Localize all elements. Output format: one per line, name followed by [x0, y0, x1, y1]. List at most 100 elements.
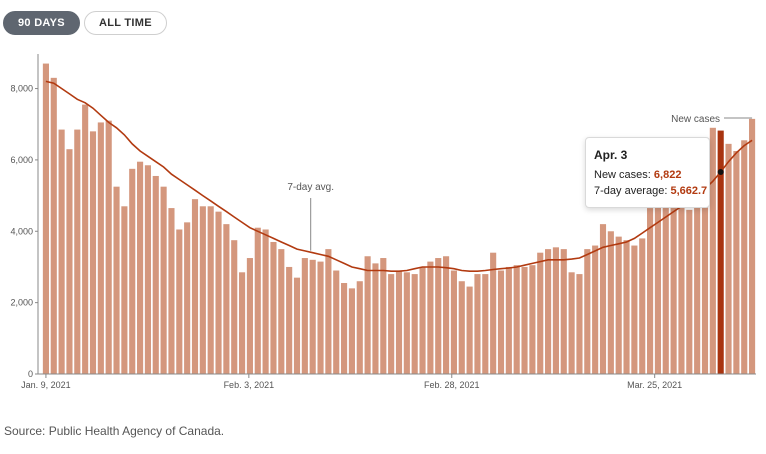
bar [286, 266, 293, 374]
bar [403, 272, 410, 374]
bar [654, 200, 661, 374]
x-tick-label: Jan. 9, 2021 [21, 380, 71, 390]
cases-chart: 0 2,000 4,000 6,000 8,000 Jan. 9, 2021 Feb. 3,… [10, 54, 756, 390]
bar [505, 266, 512, 374]
bar [191, 199, 199, 374]
bar [184, 222, 191, 374]
bar [599, 224, 607, 374]
bar [701, 199, 709, 374]
bar [333, 270, 340, 374]
tooltip-average: 7-day average: 5,662.7 [594, 185, 707, 197]
bar [631, 245, 638, 374]
bar [223, 224, 230, 374]
bar [709, 127, 716, 374]
highlighted-bar [717, 130, 724, 374]
bar [129, 168, 136, 374]
bar [160, 186, 167, 374]
bar [647, 208, 654, 374]
bar [411, 274, 418, 374]
bar [435, 258, 442, 374]
bar [270, 241, 277, 374]
bar [474, 274, 481, 374]
x-tick-label: Mar. 25, 2021 [627, 380, 682, 390]
bar [427, 261, 434, 374]
highlight-point [717, 168, 724, 175]
bar [215, 211, 222, 374]
bar [239, 272, 246, 374]
bar [152, 175, 159, 374]
bar [113, 186, 120, 374]
bar [584, 249, 591, 374]
bar [89, 131, 97, 374]
bar [66, 149, 73, 374]
bar [552, 247, 559, 374]
bar [443, 256, 450, 374]
source-note: Source: Public Health Agency of Canada. [4, 424, 225, 438]
bar [82, 104, 89, 375]
range-90-days-button[interactable]: 90 DAYS [3, 11, 80, 35]
bar [176, 229, 183, 374]
y-tick-label: 0 [28, 369, 33, 379]
bar [450, 270, 457, 374]
bar [293, 277, 301, 374]
bar [364, 256, 371, 374]
bar [348, 288, 355, 374]
bar [568, 272, 575, 374]
bar [560, 249, 567, 374]
bar [458, 281, 465, 374]
bar [733, 150, 740, 374]
chart-tooltip: Apr. 3 New cases: 6,822 7-day average: 5… [585, 137, 710, 208]
y-tick-label: 6,000 [10, 155, 33, 165]
bar [144, 165, 151, 374]
bar [199, 206, 206, 374]
bar [678, 202, 685, 374]
tooltip-new-cases-value: 6,822 [653, 169, 682, 181]
bar [615, 236, 622, 374]
bar [466, 286, 473, 374]
bar [231, 240, 238, 374]
tooltip-new-cases-label: New cases: [594, 169, 651, 181]
bar [372, 263, 379, 374]
bar [50, 77, 57, 374]
new-cases-series-label: New cases [671, 114, 720, 125]
bar [749, 118, 756, 374]
bar [592, 245, 599, 374]
bar [388, 274, 395, 374]
tooltip-date: Apr. 3 [594, 148, 628, 162]
bar [74, 129, 81, 374]
bar [395, 270, 403, 374]
y-tick-label: 2,000 [10, 298, 33, 308]
bar [537, 252, 544, 374]
bar [670, 204, 677, 374]
bar [576, 274, 583, 374]
range-all-time-button[interactable]: ALL TIME [83, 11, 167, 35]
bar [58, 129, 65, 374]
y-tick-label: 4,000 [10, 226, 33, 236]
bar [623, 240, 630, 374]
bar [497, 270, 505, 374]
bar [254, 227, 261, 374]
bar [301, 258, 308, 374]
range-toggle: 90 DAYS ALL TIME [3, 11, 167, 35]
tooltip-new-cases: New cases: 6,822 [594, 169, 701, 181]
y-tick-label: 8,000 [10, 84, 33, 94]
bar [121, 206, 128, 374]
x-tick-label: Feb. 3, 2021 [224, 380, 275, 390]
bar [168, 208, 175, 374]
bar [380, 258, 387, 374]
bar [341, 283, 348, 374]
bar [725, 143, 732, 374]
bar [97, 122, 104, 375]
bar [309, 259, 316, 374]
average-series-label: 7-day avg. [287, 182, 334, 193]
bar [317, 261, 324, 374]
bar [419, 266, 426, 374]
bar [356, 281, 363, 374]
bar [207, 206, 214, 374]
tooltip-average-value: 5,662.7 [670, 185, 708, 197]
bar [639, 238, 646, 374]
bar [545, 249, 552, 374]
bar [137, 161, 144, 374]
bar [694, 206, 701, 374]
bar [262, 229, 269, 374]
